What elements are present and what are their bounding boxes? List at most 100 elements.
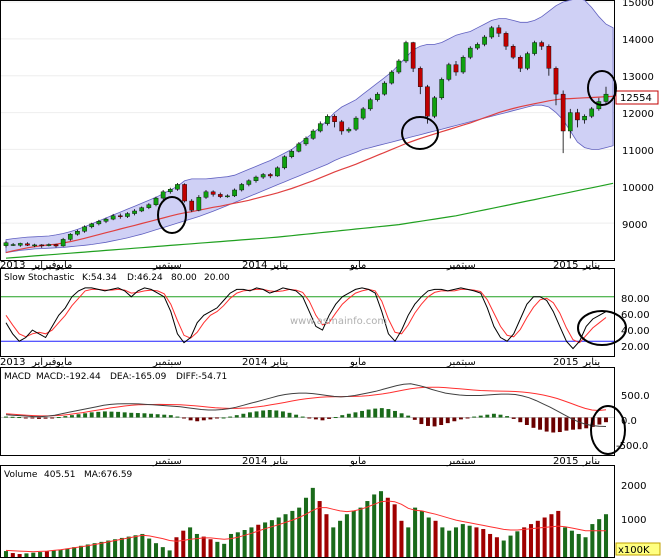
volume-unit-label: x100K	[618, 545, 650, 556]
macd-x-label-sep-2: سبتمبر	[446, 456, 476, 467]
candle-body	[153, 197, 159, 205]
candle-body	[439, 79, 445, 99]
stoch-x-label-jan: يناير	[270, 357, 288, 368]
volume-bar	[3, 551, 9, 557]
macd-hist-bar	[215, 417, 219, 419]
candle-body	[453, 64, 459, 73]
candle-body	[360, 108, 366, 119]
candle-body	[375, 93, 380, 100]
volume-bar	[283, 514, 288, 557]
candle-body	[289, 151, 295, 157]
volume-bar	[453, 527, 459, 557]
stoch-x-label-feb: فبراير	[31, 357, 57, 368]
macd-hist-bar	[518, 417, 523, 423]
volume-bar	[358, 507, 363, 557]
macd-hist-bar	[195, 417, 200, 422]
volume-bar	[597, 519, 602, 557]
macd-hist-bar	[149, 413, 154, 418]
macd-panel-frame	[0, 367, 615, 456]
volume-bar	[563, 527, 568, 557]
macd-hist-bar	[439, 417, 444, 425]
volume-value-label: 405.51	[44, 470, 76, 480]
price-tick-10000: 10000	[622, 183, 654, 194]
volume-bar	[194, 533, 199, 557]
candle-body	[3, 242, 9, 246]
volume-bar	[447, 530, 452, 557]
macd-tick-500: 500.0	[621, 391, 650, 402]
volume-bar	[133, 535, 138, 557]
candle-body	[303, 138, 309, 145]
stoch-x-label-2013: 2013	[0, 357, 25, 368]
price-panel	[1, 0, 614, 259]
annotation-circle-1	[157, 196, 187, 234]
stoch-x-label-sep: سبتمبر	[152, 357, 182, 368]
candle-body	[175, 184, 180, 190]
macd-hist-bar	[551, 417, 556, 433]
candle-body	[139, 207, 145, 212]
volume-bar	[290, 510, 295, 557]
candle-body	[475, 44, 480, 49]
volume-bar	[235, 532, 240, 557]
candle-body	[246, 180, 252, 185]
macd-hist-bar	[300, 416, 305, 418]
stoch-x-label-2014: 2014	[242, 357, 267, 368]
candle-body	[482, 36, 487, 45]
price-tick-15000: 15000	[622, 0, 654, 9]
volume-bar	[440, 527, 445, 557]
volume-bar	[38, 552, 43, 557]
macd-hist-bar	[538, 417, 543, 430]
stoch-x-label-2015: 2015	[553, 357, 578, 368]
macd-hist-bar	[76, 414, 81, 418]
volume-bar	[467, 525, 472, 557]
candle-body	[232, 189, 237, 197]
volume-bar	[406, 527, 411, 557]
candle-body	[510, 46, 516, 58]
macd-hist-bar	[458, 417, 463, 420]
volume-bar	[24, 553, 29, 557]
candle-body	[75, 231, 80, 235]
annotation-circle-2	[401, 116, 439, 150]
volume-bar	[494, 537, 499, 557]
candle-body	[525, 53, 530, 69]
candle-body	[67, 233, 73, 240]
macd-panel	[1, 383, 614, 433]
macd-x-label-2015: 2015	[553, 456, 578, 467]
volume-bar	[474, 527, 479, 557]
candle-body	[160, 191, 166, 199]
volume-bar	[535, 520, 540, 557]
volume-bar	[72, 547, 77, 557]
macd-hist-bar	[69, 415, 74, 418]
volume-bar	[385, 497, 390, 557]
volume-bar	[569, 530, 574, 557]
macd-hist-bar	[393, 410, 397, 418]
macd-hist-bar	[333, 417, 338, 419]
price-tick-12000: 12000	[622, 109, 654, 120]
price-panel-frame	[0, 0, 615, 261]
candle-body	[146, 204, 152, 208]
macd-hist-bar	[327, 417, 332, 419]
macd-hist-bar	[135, 413, 140, 418]
macd-x-label-may-2: مايو	[349, 456, 366, 467]
volume-bar	[65, 548, 70, 557]
candle-body	[225, 195, 230, 198]
candle-body	[353, 117, 359, 130]
macd-hist-bar	[445, 417, 450, 424]
candle-body	[325, 116, 330, 124]
candle-body	[396, 60, 402, 73]
volume-bar	[222, 543, 227, 557]
macd-hist-bar	[182, 417, 186, 419]
candle-body	[17, 243, 23, 246]
volume-bar	[10, 553, 15, 557]
candle-body	[60, 239, 66, 247]
macd-hist-bar	[162, 414, 167, 418]
candle-body	[603, 93, 609, 102]
macd-hist-bar	[412, 417, 417, 420]
volume-bar	[215, 541, 220, 557]
volume-bar	[508, 535, 513, 557]
volume-bar	[242, 530, 247, 557]
volume-bar	[460, 524, 465, 557]
candle-body	[196, 197, 202, 211]
stoch-k-label: K:54.34	[82, 273, 117, 283]
macd-hist-bar	[247, 412, 252, 418]
